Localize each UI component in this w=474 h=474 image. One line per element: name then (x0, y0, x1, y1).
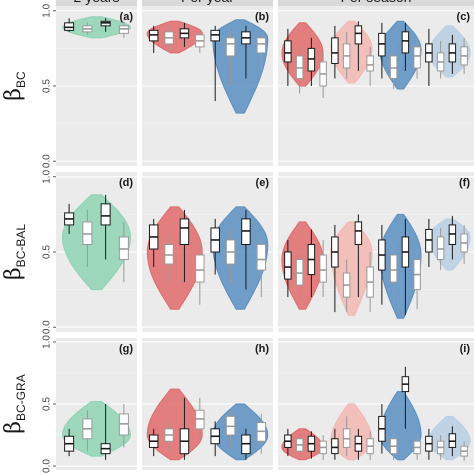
row-label-subscript: BC-GRA (14, 374, 28, 421)
box (284, 251, 292, 280)
box (354, 221, 363, 245)
panel-label: (a) (120, 11, 134, 23)
facet-strips: 2 years Per year Per season (56, 0, 474, 6)
panel: (a) 0.0 0.5 1.0 (42, 3, 137, 168)
row-label-subscript: BC (14, 71, 28, 88)
panel: (e) (142, 172, 273, 332)
panel: (d) 0.0 0.5 1.0 (42, 169, 137, 334)
facet-panels: (a) 0.0 0.5 1.0 (b) (c) (d) 0.0 0.5 1.0 (e) (f) (g) 0… (42, 3, 474, 473)
panel-label: (i) (460, 343, 471, 355)
panel: (b) (142, 6, 273, 166)
panel-label: (e) (256, 177, 270, 189)
panel-label: (d) (119, 177, 133, 189)
panel-label: (b) (255, 11, 269, 23)
strip-background (278, 0, 474, 6)
box (256, 243, 267, 271)
strip-background (56, 0, 137, 6)
box (284, 40, 292, 63)
panel: (i) (278, 338, 474, 470)
row-label: βBC (1, 71, 28, 101)
box (331, 37, 339, 64)
strip-label: Per season (341, 0, 412, 5)
y-tick-label: 0.0 (42, 459, 53, 473)
violin (330, 221, 373, 316)
y-tick-label: 0.5 (42, 245, 53, 259)
y-tick-label: 1.0 (42, 3, 53, 17)
strip-label: 2 years (74, 0, 120, 5)
row-label: βBC-BAL (1, 224, 28, 280)
box (319, 254, 327, 283)
box (366, 55, 374, 72)
y-tick-label: 0.0 (42, 154, 53, 168)
box (401, 31, 410, 54)
beta-symbol: β (1, 88, 26, 101)
panel: (c) (278, 6, 474, 166)
box (179, 218, 190, 245)
box (225, 37, 236, 57)
y-tick-label: 0.5 (42, 397, 53, 411)
y-tick-label: 1.0 (42, 335, 53, 349)
y-tick-label: 0.5 (42, 79, 53, 93)
row-label: βBC-GRA (1, 374, 28, 433)
strip-label: Per year (181, 0, 234, 5)
box (354, 25, 363, 45)
box (195, 254, 205, 283)
panel-label: (g) (119, 343, 133, 355)
y-tick-label: 0.0 (42, 320, 53, 334)
panel-label: (c) (457, 11, 471, 23)
panel: (h) (142, 338, 273, 470)
row-label-subscript: BC-BAL (14, 224, 28, 268)
panel-label: (h) (255, 343, 269, 355)
beta-symbol: β (1, 267, 26, 280)
box (413, 46, 421, 69)
panel-label: (f) (459, 177, 470, 189)
y-tick-label: 1.0 (42, 169, 53, 183)
beta-symbol: β (1, 421, 26, 434)
box (331, 438, 339, 455)
panel: (g) 0.0 0.5 1.0 (42, 335, 137, 473)
box (389, 254, 398, 283)
strip-background (142, 0, 273, 6)
panel: (f) (278, 172, 474, 332)
box (100, 203, 111, 226)
box (256, 37, 267, 54)
